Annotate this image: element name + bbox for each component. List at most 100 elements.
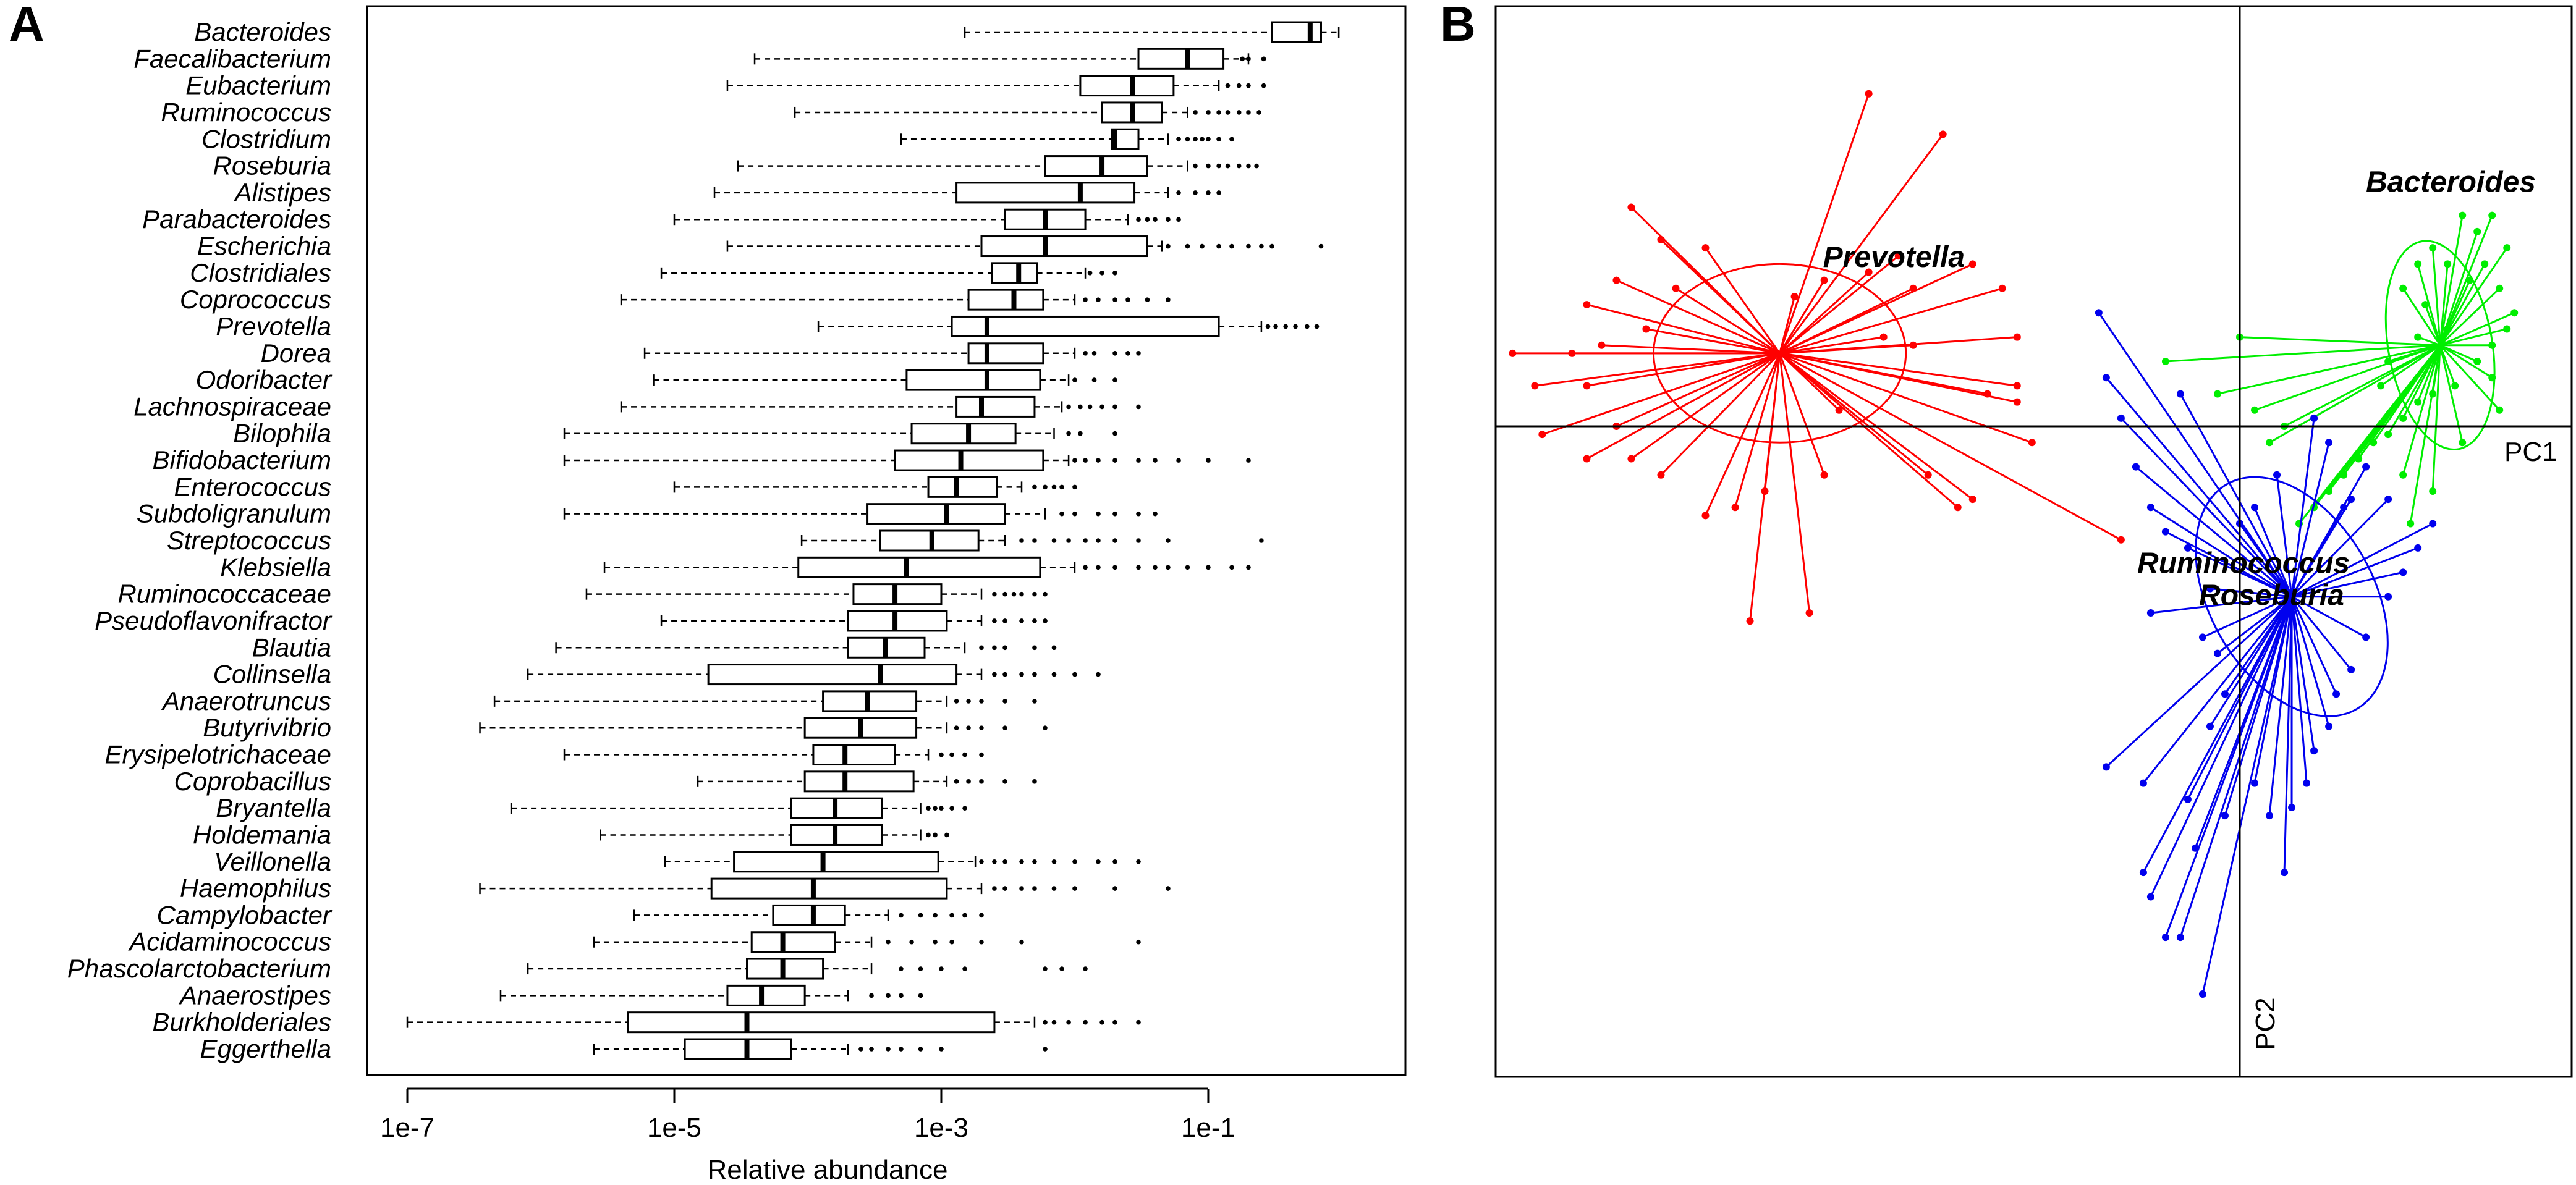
outlier-point [1246,458,1251,463]
outlier-point [992,591,997,597]
outlier-point [1072,886,1077,891]
sample-point [2399,284,2407,292]
spider-line [2135,466,2293,597]
spider-line [1779,344,1913,355]
outlier-point [899,993,904,998]
cluster-label: Prevotella [1823,241,1965,274]
outlier-point [1078,431,1083,436]
genus-label: Phascolarctobacterium [67,954,331,983]
outlier-point [1206,163,1211,169]
outlier-point [1166,886,1171,891]
outlier-point [1019,859,1024,864]
box [905,369,1041,391]
cluster-label: Ruminococcus [2137,547,2350,580]
outlier-point [1318,243,1324,249]
outlier-point [992,886,997,891]
outlier-point [1112,859,1117,864]
outlier-point [1072,484,1077,490]
outlier-point [1305,324,1310,329]
pc2-label: PC2 [2250,997,2281,1050]
sample-point [2429,520,2437,528]
sample-point [1835,406,1843,414]
sample-point [1701,244,1710,252]
sample-point [2102,374,2110,382]
genus-label: Acidaminococcus [127,927,331,956]
genus-label: Anaerotruncus [161,686,331,715]
x-tick-label: 1e-7 [380,1113,434,1143]
sample-point [2347,496,2355,504]
outlier-point [1259,243,1264,249]
sample-point [2013,333,2021,341]
cluster-label: Bacteroides [2366,166,2536,199]
outlier-point [1112,538,1117,543]
box-row: Anaerostipes [178,980,923,1010]
box-row: Erysipelotrichaceae [104,740,984,769]
outlier-point [1216,163,1221,169]
genus-label: Bifidobacterium [153,445,331,474]
spider-line [1646,327,1780,355]
sample-point [1939,130,1947,138]
outlier-point [1087,271,1093,276]
outlier-point [886,939,891,945]
outlier-point [1066,1019,1071,1025]
sample-point [1790,292,1799,300]
spider-line [1675,287,1781,355]
cluster-ellipses [1652,240,2496,717]
outlier-point [1259,538,1264,543]
panel-a-label: A [9,0,44,51]
box-row: Anaerotruncus [161,686,1037,715]
box [955,395,1036,418]
sample-point [2399,568,2407,576]
genus-label: Ruminococcaceae [117,580,331,609]
spider-line [1779,263,1973,355]
outlier-point [918,913,923,918]
spider-line [1705,353,1781,517]
outlier-point [1083,1019,1088,1025]
outlier-point [962,913,967,918]
box-row: Dorea [261,339,1141,368]
outlier-point [1002,672,1007,677]
outlier-point [918,1047,923,1052]
outlier-point [966,779,971,784]
outlier-point [939,752,944,757]
spider-line [1779,353,1811,614]
spider-line [1616,279,1781,355]
genus-label: Veillonella [214,847,331,876]
sample-point [1894,252,1902,260]
sample-point [2198,990,2206,998]
outlier-point [1176,137,1181,142]
outlier-point [1032,779,1037,784]
outlier-point [1112,297,1117,302]
boxplot-rows: BacteroidesFaecalibacteriumEubacteriumRu… [67,17,1340,1063]
outlier-point [1176,458,1181,463]
box-row: Holdemania [193,820,949,849]
outlier-point [1096,458,1101,463]
sample-point [2117,536,2125,544]
sample-point [2510,309,2519,317]
spider-line [1587,303,1780,355]
outlier-point [949,806,954,811]
spider-line [2431,248,2441,345]
sample-point [2013,398,2021,406]
box-row: Butyrivibrio [203,713,1048,742]
spider-line [2387,344,2441,363]
box [1079,75,1175,97]
genus-label: Odoribacter [196,365,333,394]
outlier-point [1019,886,1024,891]
spider-line [1749,353,1781,622]
box-row: Collinsella [213,660,1101,689]
cluster-ellipse [2384,240,2496,450]
outlier-point [1216,190,1221,195]
outlier-point [1193,137,1198,142]
sample-point [2206,584,2214,592]
outlier-point [1193,110,1198,115]
spider-line [2439,345,2464,443]
box [797,556,1041,578]
cluster-group [2095,309,2437,998]
genus-label: Roseburia [213,151,331,180]
sample-point [2347,665,2355,673]
spider-line [2179,596,2293,938]
box-row: Streptococcus [167,526,1264,555]
box [750,931,836,953]
sample-point [2095,309,2103,317]
